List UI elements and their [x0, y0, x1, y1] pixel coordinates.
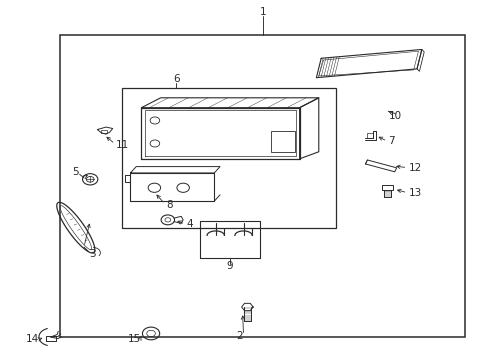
Bar — [381, 185, 392, 190]
Text: 11: 11 — [116, 140, 129, 150]
Bar — [101, 130, 107, 133]
Text: 5: 5 — [72, 167, 79, 177]
Text: 9: 9 — [226, 261, 233, 271]
Text: 8: 8 — [165, 200, 172, 210]
Text: 14: 14 — [26, 334, 39, 345]
Text: 12: 12 — [407, 163, 421, 173]
Text: 15: 15 — [127, 334, 141, 345]
Bar — [270, 131, 294, 152]
Bar — [366, 133, 372, 138]
Text: 10: 10 — [388, 112, 401, 121]
Bar — [122, 88, 335, 228]
Text: 13: 13 — [407, 188, 421, 198]
Text: 7: 7 — [387, 136, 394, 146]
Text: 3: 3 — [89, 249, 95, 259]
Text: 1: 1 — [259, 8, 265, 17]
Text: 4: 4 — [185, 219, 192, 229]
Text: 6: 6 — [173, 75, 180, 85]
Bar — [60, 35, 464, 337]
Text: 2: 2 — [236, 331, 243, 341]
